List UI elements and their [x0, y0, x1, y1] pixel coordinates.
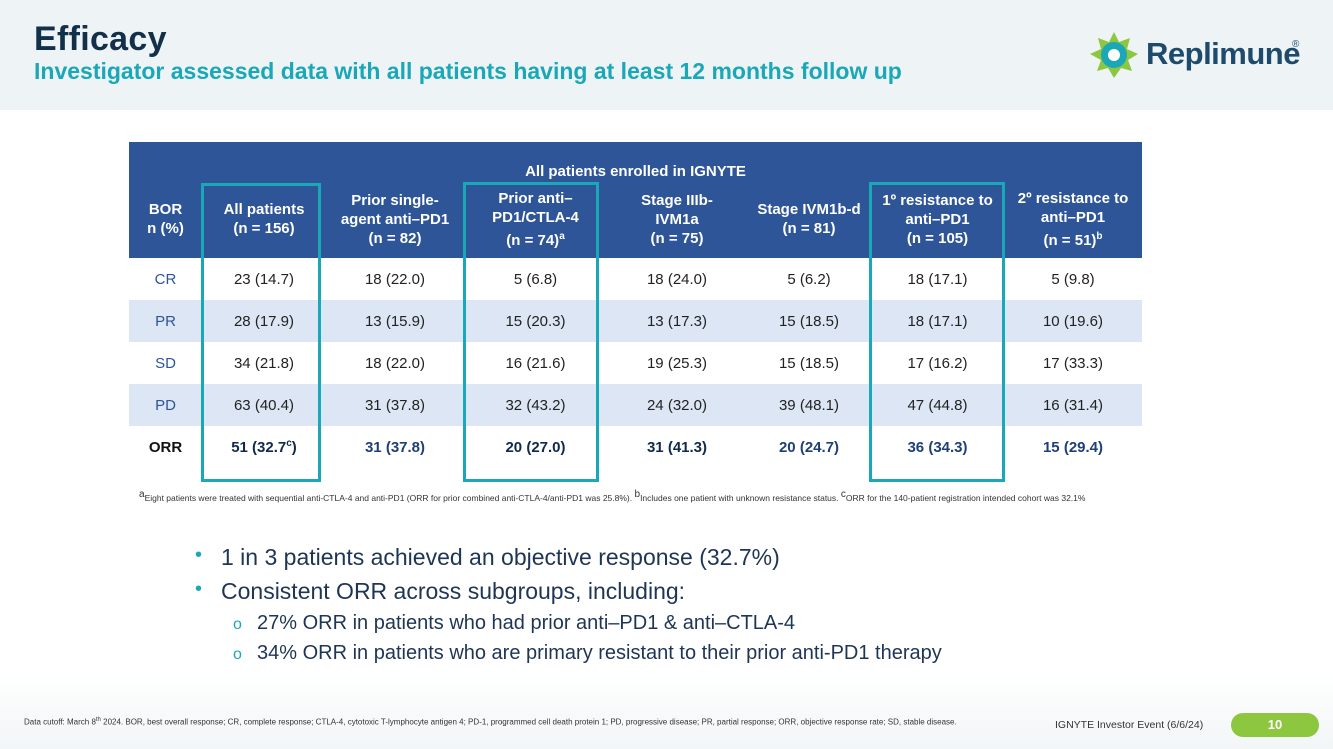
col-header-primary-resistance: 1º resistance to anti–PD1 (n = 105): [871, 180, 1004, 258]
table-cell: 28 (17.9): [202, 300, 326, 342]
table-cell: 23 (14.7): [233, 270, 295, 288]
highlight-box-primary-resistance: [869, 182, 1005, 482]
sub-bullet-item: o 34% ORR in patients who are primary res…: [233, 642, 942, 664]
table-row-pr: PR 28 (17.9) 13 (15.9) 15 (20.3) 13 (17.…: [129, 300, 1142, 342]
footer-band: [0, 672, 1333, 749]
row-label: PR: [129, 300, 202, 342]
efficacy-table: All patients enrolled in IGNYTE BOR n (%)…: [129, 142, 1142, 468]
replimune-logo: Replimune ®: [1088, 30, 1308, 84]
table-cell: 16 (31.4): [1004, 384, 1142, 426]
table-cell: 31 (37.8): [364, 438, 426, 456]
col-header-prior-single: Prior single-agent anti–PD1 (n = 82): [326, 180, 464, 258]
highlight-box-all-patients: [201, 183, 321, 482]
table-cell: 18 (24.0): [646, 270, 708, 288]
event-label: IGNYTE Investor Event (6/6/24): [1055, 719, 1204, 731]
table-cell: 17 (16.2): [907, 354, 968, 372]
table-cell: 5 (6.2): [787, 270, 831, 288]
table-cell: 47 (44.8): [871, 384, 1004, 426]
table-cell: 18 (22.0): [364, 270, 426, 288]
table-cell: 15 (18.5): [778, 354, 840, 372]
table-cell: 15 (29.4): [1042, 438, 1104, 456]
col-header-secondary-resistance: 2º resistance to anti–PD1 (n = 51)b: [1004, 180, 1142, 258]
bullet-dot-icon: •: [195, 544, 203, 566]
sub-bullet-item: o 27% ORR in patients who had prior anti–…: [233, 612, 796, 634]
page-number-badge: 10: [1231, 713, 1319, 737]
table-cell: 5 (6.8): [513, 270, 558, 288]
table-cell: 20 (24.7): [778, 438, 840, 456]
bullet-dot-icon: •: [195, 578, 203, 600]
table-cell: 18 (17.1): [871, 300, 1004, 342]
table-row-sd: SD 34 (21.8) 18 (22.0) 16 (21.6) 19 (25.…: [129, 342, 1142, 384]
table-cell: 18 (17.1): [907, 270, 968, 288]
table-cell: 63 (40.4): [202, 384, 326, 426]
table-cell: 19 (25.3): [646, 354, 708, 372]
row-label: CR: [154, 270, 177, 288]
bullet-item: • Consistent ORR across subgroups, includ…: [195, 578, 686, 604]
replimune-logo-icon: [1090, 32, 1138, 78]
sub-bullet-circle-icon: o: [233, 616, 242, 633]
table-cell: 31 (41.3): [646, 438, 708, 456]
col-header-all: All patients (n = 156): [202, 180, 326, 258]
table-cell: 13 (15.9): [326, 300, 464, 342]
table-cell: 24 (32.0): [607, 384, 747, 426]
table-banner: All patients enrolled in IGNYTE: [129, 142, 1142, 180]
table-cell: 17 (33.3): [1042, 354, 1104, 372]
table-cell: 34 (21.8): [233, 354, 295, 372]
highlight-box-prior-combo: [463, 182, 599, 482]
table-cell: 31 (37.8): [326, 384, 464, 426]
logo-registered-mark: ®: [1292, 39, 1300, 50]
table-row-pd: PD 63 (40.4) 31 (37.8) 32 (43.2) 24 (32.…: [129, 384, 1142, 426]
col-header-stage-iii: Stage IIIb- IVM1a (n = 75): [607, 180, 747, 258]
page-subtitle: Investigator assessed data with all pati…: [34, 58, 902, 84]
table-cell: 51 (32.7c): [231, 438, 297, 456]
table-cell: 18 (22.0): [364, 354, 426, 372]
table-row-orr: ORR 51 (32.7c) 31 (37.8) 20 (27.0) 31 (4…: [129, 426, 1142, 468]
col-header-prior-combo: Prior anti– PD1/CTLA-4 (n = 74)a: [464, 180, 607, 258]
row-label: ORR: [148, 438, 183, 456]
table-cell: 13 (17.3): [607, 300, 747, 342]
table-cell: 15 (20.3): [464, 300, 607, 342]
table-cell: 5 (9.8): [1051, 270, 1095, 288]
table-cell: 36 (34.3): [907, 438, 968, 456]
table-footnote: aEight patients were treated with sequen…: [139, 489, 1086, 503]
data-cutoff-note: Data cutoff: March 8th 2024. BOR, best o…: [24, 717, 957, 727]
page-title: Efficacy: [34, 20, 167, 58]
col-header-stage-iv: Stage IVM1b-d (n = 81): [747, 180, 871, 258]
table-cell: 15 (18.5): [747, 300, 871, 342]
sub-bullet-circle-icon: o: [233, 646, 242, 663]
table-cell: 20 (27.0): [505, 438, 566, 456]
table-row-cr: CR 23 (14.7) 18 (22.0) 5 (6.8) 18 (24.0)…: [129, 258, 1142, 300]
row-label: SD: [155, 354, 176, 372]
col-header-bor: BOR n (%): [129, 180, 202, 258]
logo-text: Replimune: [1146, 36, 1300, 71]
table-header-row: BOR n (%) All patients (n = 156) Prior sin…: [129, 180, 1142, 258]
table-cell: 10 (19.6): [1004, 300, 1142, 342]
row-label: PD: [129, 384, 202, 426]
bullet-item: • 1 in 3 patients achieved an objective r…: [195, 544, 780, 570]
table-cell: 16 (21.6): [505, 354, 566, 372]
table-cell: 32 (43.2): [464, 384, 607, 426]
key-points: • 1 in 3 patients achieved an objective r…: [195, 544, 942, 672]
table-cell: 39 (48.1): [747, 384, 871, 426]
